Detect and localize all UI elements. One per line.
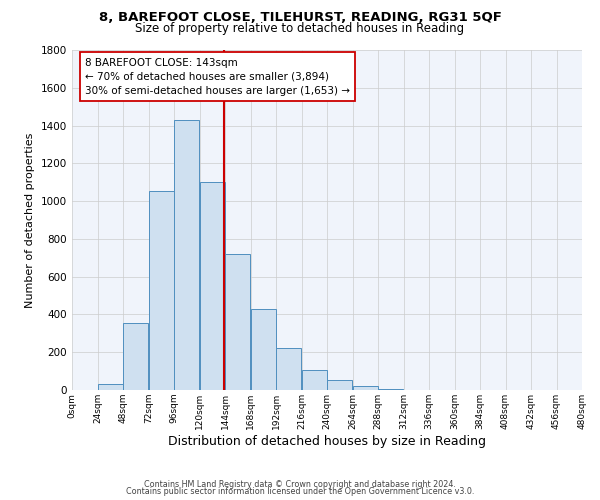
- Bar: [225, 254, 250, 390]
- Bar: [276, 348, 301, 390]
- Bar: [123, 323, 148, 390]
- Bar: [327, 380, 352, 390]
- Text: Size of property relative to detached houses in Reading: Size of property relative to detached ho…: [136, 22, 464, 35]
- Bar: [98, 384, 123, 390]
- Text: 8 BAREFOOT CLOSE: 143sqm
← 70% of detached houses are smaller (3,894)
30% of sem: 8 BAREFOOT CLOSE: 143sqm ← 70% of detach…: [85, 58, 350, 96]
- Text: Contains public sector information licensed under the Open Government Licence v3: Contains public sector information licen…: [126, 487, 474, 496]
- Bar: [200, 182, 225, 390]
- X-axis label: Distribution of detached houses by size in Reading: Distribution of detached houses by size …: [168, 434, 486, 448]
- Bar: [251, 309, 276, 390]
- Bar: [378, 389, 403, 390]
- Bar: [302, 370, 327, 390]
- Y-axis label: Number of detached properties: Number of detached properties: [25, 132, 35, 308]
- Text: Contains HM Land Registry data © Crown copyright and database right 2024.: Contains HM Land Registry data © Crown c…: [144, 480, 456, 489]
- Bar: [353, 386, 378, 390]
- Bar: [174, 120, 199, 390]
- Text: 8, BAREFOOT CLOSE, TILEHURST, READING, RG31 5QF: 8, BAREFOOT CLOSE, TILEHURST, READING, R…: [98, 11, 502, 24]
- Bar: [149, 190, 174, 390]
